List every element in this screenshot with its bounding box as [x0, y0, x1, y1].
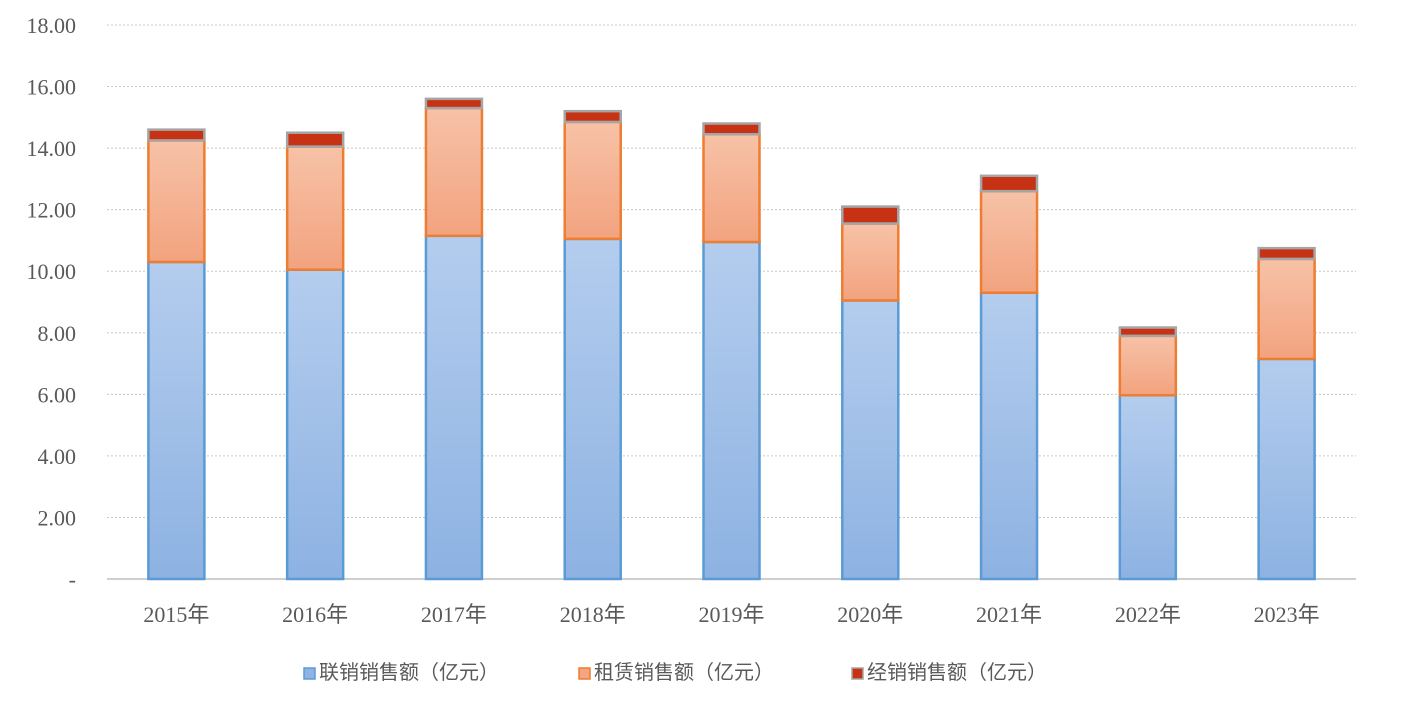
bar-segment-lianxiao [1118, 394, 1178, 581]
legend-swatch [851, 667, 864, 680]
bar-segment-jingxiao [979, 174, 1039, 193]
x-tick-label: 2017年 [421, 602, 487, 627]
bar-segment-zulin [841, 222, 900, 302]
bar-segment-zulin [979, 189, 1039, 295]
bar-segment-lianxiao [841, 299, 900, 581]
bars [147, 97, 1316, 581]
bar-segment-lianxiao [979, 291, 1039, 581]
x-tick-label: 2019年 [698, 602, 764, 627]
y-tick-label: 12.00 [27, 198, 77, 223]
bar-segment-zulin [285, 145, 345, 271]
legend-label: 经销销售额（亿元） [867, 660, 1047, 684]
bar-segment-jingxiao [424, 97, 484, 110]
bar-segment-lianxiao [285, 268, 345, 581]
x-tick-label: 2023年 [1254, 602, 1320, 627]
legend-label: 租赁销售额（亿元） [594, 660, 774, 684]
bar-segment-jingxiao [841, 205, 900, 225]
x-axis-ticks: 2015年 2016年 2017年 2018年 2019年 2020年 2021年 2022年… [143, 602, 1319, 627]
bar-segment-lianxiao [1257, 357, 1316, 581]
y-tick-label: 2.00 [38, 505, 77, 530]
x-tick-label: 2020年 [837, 602, 903, 627]
bar-segment-zulin [424, 106, 484, 238]
legend-swatch [578, 667, 591, 680]
bar-segment-lianxiao [702, 240, 761, 581]
x-tick-label: 2016年 [282, 602, 348, 627]
bar-segment-jingxiao [147, 128, 206, 142]
bar-segment-zulin [1257, 257, 1316, 361]
y-tick-label: 6.00 [38, 382, 77, 407]
y-tick-label: 10.00 [27, 259, 77, 284]
bar-segment-jingxiao [702, 122, 761, 136]
bar-segment-jingxiao [285, 131, 345, 148]
y-tick-label: - [69, 567, 76, 592]
legend: 联销销售额（亿元） 租赁销售额（亿元） 经销销售额（亿元） [303, 660, 1047, 684]
x-tick-label: 2021年 [976, 602, 1042, 627]
legend-swatch [303, 667, 316, 680]
bar-segment-lianxiao [147, 260, 206, 581]
x-tick-label: 2018年 [560, 602, 626, 627]
bar-segment-jingxiao [563, 109, 622, 124]
bar-segment-zulin [563, 120, 622, 241]
y-tick-label: 8.00 [38, 321, 77, 346]
x-tick-label: 2015年 [143, 602, 209, 627]
bar-segment-jingxiao [1257, 246, 1316, 261]
bar-segment-jingxiao [1118, 326, 1178, 338]
bar-segment-lianxiao [563, 237, 622, 581]
bar-segment-zulin [147, 139, 206, 264]
x-tick-label: 2022年 [1115, 602, 1181, 627]
legend-label: 联销销售额（亿元） [319, 660, 499, 684]
y-tick-label: 14.00 [27, 136, 77, 161]
y-tick-label: 16.00 [27, 75, 77, 100]
y-axis-ticks: - 2.00 4.00 6.00 8.00 10.00 12.00 14.00 16.00 18.… [27, 13, 77, 592]
y-tick-label: 4.00 [38, 444, 77, 469]
bar-segment-zulin [702, 133, 761, 244]
bar-segment-zulin [1118, 334, 1178, 397]
y-tick-label: 18.00 [27, 13, 77, 38]
bar-segment-lianxiao [424, 234, 484, 581]
